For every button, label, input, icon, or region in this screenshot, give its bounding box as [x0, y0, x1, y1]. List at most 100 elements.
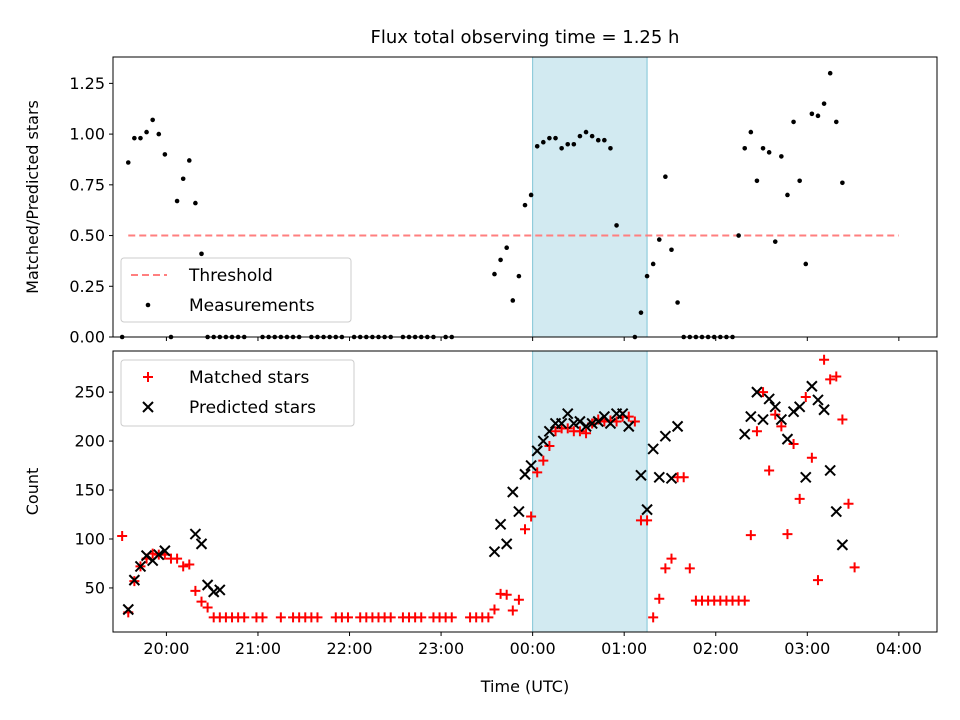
bottom-ytick-label-2: 150 — [74, 481, 105, 500]
bottom-legend-marker-1 — [142, 401, 154, 413]
bottom-series-0-point-109 — [849, 562, 860, 573]
top-series-0-point-7 — [162, 152, 168, 157]
top-series-0-point-104 — [840, 180, 845, 186]
bottom-series-1-point-15 — [507, 486, 519, 498]
bottom-series-0-point-60 — [550, 426, 561, 437]
top-ytick-label-0: 0.00 — [69, 328, 105, 347]
top-series-0-point-76 — [669, 247, 674, 253]
bottom-series-1-point-55 — [818, 404, 830, 416]
bottom-series-0-point-102 — [806, 452, 817, 463]
top-legend-label-0: Threshold — [188, 266, 273, 286]
bottom-series-1-point-23 — [555, 417, 568, 430]
bottom-series-0-point-59 — [544, 440, 555, 451]
bottom-series-0-point-10 — [178, 561, 189, 572]
top-series-0-point-5 — [150, 117, 155, 123]
top-series-0-point-65 — [589, 133, 595, 139]
bottom-series-1-point-48 — [775, 413, 788, 426]
bottom-series-1-point-27 — [580, 420, 592, 433]
top-series-0-point-100 — [815, 113, 821, 119]
bottom-series-1-point-39 — [659, 430, 672, 442]
bottom-series-1-point-49 — [781, 433, 794, 445]
top-series-0-point-67 — [602, 137, 607, 143]
top-ytick-label-4: 1.00 — [69, 125, 105, 144]
bottom-series-1-point-54 — [812, 394, 824, 406]
top-series-0-point-63 — [577, 133, 583, 139]
bottom-xlabel: Time (UTC) — [480, 677, 569, 696]
top-series-0-point-1 — [125, 160, 131, 165]
bottom-xtick-label-4: 00:00 — [510, 639, 556, 658]
top-series-0-point-97 — [797, 178, 802, 184]
top-series-0-point-53 — [516, 273, 522, 279]
top-axes-frame — [112, 56, 938, 338]
bottom-series-1-point-35 — [635, 469, 647, 482]
bottom-series-1-point-18 — [525, 459, 537, 472]
top-series-0-point-57 — [541, 139, 546, 145]
top-series-0-point-52 — [510, 298, 516, 303]
bottom-ylabel: Count — [23, 468, 42, 516]
bottom-xtick-label-5: 01:00 — [601, 639, 647, 658]
bottom-series-1-point-37 — [647, 443, 659, 455]
bottom-series-1-point-20 — [537, 435, 550, 447]
bottom-series-0-point-23 — [275, 612, 286, 623]
top-series-0-point-103 — [833, 119, 839, 125]
bottom-series-0-point-79 — [666, 553, 677, 564]
top-series-0-point-77 — [675, 300, 680, 305]
bottom-legend-label-0: Matched stars — [189, 368, 309, 388]
bottom-series-1-point-38 — [653, 471, 665, 484]
bottom-series-1-point-17 — [519, 468, 531, 481]
bottom-series-0-point-103 — [812, 575, 823, 586]
bottom-series-1-point-12 — [488, 546, 501, 558]
top-series-0-point-71 — [638, 310, 644, 315]
bottom-series-0-point-12 — [190, 585, 201, 596]
bottom-series-0-point-20 — [239, 612, 250, 623]
bottom-series-0-point-58 — [538, 455, 549, 466]
bottom-series-0-point-13 — [196, 596, 207, 607]
top-series-0-point-74 — [656, 237, 662, 242]
top-series-0-point-51 — [504, 245, 509, 251]
top-series-0-point-69 — [614, 223, 619, 228]
top-series-0-point-91 — [760, 146, 766, 151]
top-legend-marker-1 — [145, 302, 151, 308]
bottom-series-1-point-2 — [134, 560, 147, 573]
top-series-0-point-92 — [766, 150, 772, 155]
top-series-0-point-66 — [595, 137, 601, 143]
bottom-xtick-label-1: 21:00 — [235, 639, 281, 658]
bottom-series-0-point-64 — [574, 426, 585, 437]
bottom-series-0-point-97 — [776, 421, 787, 432]
top-series-0-point-75 — [663, 174, 668, 180]
bottom-ytick-label-4: 250 — [74, 383, 105, 402]
top-legend-box — [120, 257, 352, 323]
bottom-series-0-point-0 — [117, 531, 128, 542]
bottom-series-0-point-56 — [526, 511, 537, 522]
bottom-series-0-point-95 — [764, 465, 775, 476]
bottom-series-1-point-58 — [836, 539, 849, 551]
bottom-series-1-point-1 — [128, 574, 141, 586]
bottom-ytick-label-3: 200 — [74, 432, 105, 451]
bottom-series-0-point-75 — [642, 515, 653, 526]
top-series-0-point-2 — [132, 135, 137, 141]
bottom-series-1-point-14 — [500, 538, 513, 550]
bottom-series-0-point-82 — [684, 563, 695, 574]
bottom-series-0-point-14 — [202, 602, 213, 613]
bottom-series-0-point-104 — [819, 354, 830, 365]
bottom-series-0-point-11 — [184, 559, 195, 570]
bottom-series-0-point-93 — [751, 426, 762, 437]
bottom-series-0-point-77 — [654, 593, 665, 604]
bottom-series-0-point-99 — [788, 439, 799, 450]
bottom-series-0-point-49 — [483, 612, 494, 623]
top-series-0-point-73 — [650, 261, 656, 267]
bottom-series-0-point-65 — [581, 428, 592, 439]
bottom-xtick-label-7: 03:00 — [784, 639, 830, 658]
top-series-0-point-101 — [821, 101, 827, 106]
top-series-0-point-98 — [803, 261, 809, 267]
top-series-0-point-88 — [742, 146, 748, 151]
top-series-0-point-62 — [571, 141, 577, 147]
bottom-series-0-point-98 — [782, 529, 793, 540]
bottom-series-1-point-7 — [189, 528, 202, 540]
top-series-0-point-64 — [583, 129, 589, 135]
bottom-xtick-label-3: 23:00 — [418, 639, 464, 658]
bottom-series-0-point-45 — [446, 612, 457, 623]
bottom-series-0-point-78 — [660, 563, 671, 574]
bottom-series-0-point-28 — [312, 612, 323, 623]
top-chart-title: Flux total observing time = 1.25 h — [371, 27, 680, 48]
